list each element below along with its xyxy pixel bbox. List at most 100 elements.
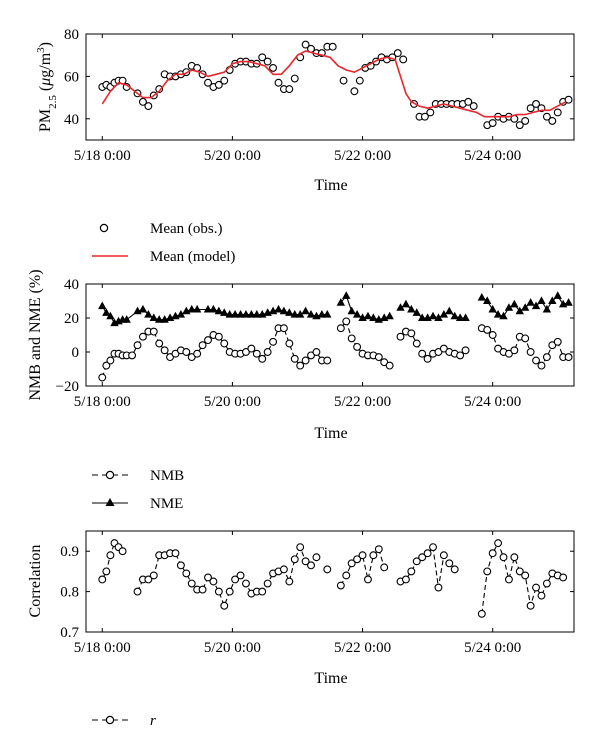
data-point-mean-obs: [526, 104, 535, 113]
data-point-nme: [306, 310, 316, 318]
data-point-nme: [187, 304, 196, 313]
data-point-nme: [301, 306, 310, 315]
data-point-nme: [285, 308, 294, 316]
data-point-nmb: [252, 349, 261, 358]
data-point-r: [149, 571, 158, 580]
data-point-mean-obs: [532, 100, 540, 108]
data-point-r: [401, 575, 410, 584]
data-point-r: [182, 569, 191, 578]
data-point-nmb: [537, 361, 546, 370]
data-point-nme: [401, 299, 411, 308]
data-point-r: [380, 563, 389, 572]
data-point-r: [204, 573, 212, 582]
data-point-nme: [203, 304, 213, 313]
data-point-r: [144, 575, 153, 584]
x-tick-label: 5/18 0:00: [74, 394, 131, 410]
data-point-r: [407, 567, 416, 576]
data-point-nme: [493, 310, 503, 318]
data-point-mean-obs: [285, 85, 294, 94]
x-tick-label: 5/20 0:00: [204, 148, 261, 164]
data-point-nme: [214, 306, 224, 315]
data-point-nmb: [542, 353, 551, 362]
data-point-mean-obs: [263, 57, 272, 66]
data-point-nme: [564, 298, 573, 306]
data-point-nme: [499, 311, 508, 320]
data-point-mean-obs: [138, 97, 147, 106]
data-point-nme: [515, 306, 524, 315]
data-point-nmb: [526, 348, 535, 356]
data-point-nme: [102, 308, 111, 316]
data-point-nme: [155, 315, 164, 323]
data-point-mean-obs: [144, 102, 153, 111]
data-point-nme: [548, 296, 557, 304]
data-point-nme: [477, 293, 487, 301]
data-point-r: [434, 583, 443, 592]
legend-label-nme: NME: [150, 496, 183, 512]
data-point-nmb: [418, 349, 427, 358]
panel-pm25: 40 60 80 5/18 0:00 5/20 0:00 5/22 0:00 5/24 0…: [35, 27, 575, 265]
data-point-nme: [455, 313, 465, 321]
data-point-r: [364, 575, 372, 584]
panel-nmb-nme: −20 0 20 40 5/18 0:00 5/20 0:00 5/22 0:00 5/24…: [27, 269, 575, 512]
data-point-r: [412, 557, 421, 566]
data-point-nmb: [439, 344, 448, 353]
y-ticks: 40 60 80: [64, 27, 574, 128]
data-point-nmb: [106, 356, 115, 365]
legend: Mean (obs.) Mean (model): [92, 221, 235, 265]
data-point-r: [450, 565, 459, 574]
data-point-nmb: [347, 334, 356, 343]
data-point-nme: [439, 310, 449, 318]
x-axis-label: Time: [314, 425, 347, 442]
data-point-nmb: [385, 361, 394, 370]
data-point-nmb: [247, 344, 256, 353]
data-point-r: [532, 583, 540, 592]
data-point-nmb: [269, 337, 278, 346]
legend-label-nmb: NMB: [150, 468, 184, 484]
data-point-r: [301, 557, 310, 566]
data-point-nme: [295, 310, 305, 318]
data-point-mean-obs: [220, 76, 229, 85]
data-point-r: [515, 567, 524, 576]
data-point-nme: [336, 298, 346, 306]
legend-label-r: r: [150, 713, 156, 729]
x-tick-label: 5/24 0:00: [464, 148, 521, 164]
data-point-nmb: [128, 351, 137, 360]
data-point-r: [176, 561, 185, 570]
data-point-nme: [236, 310, 245, 318]
data-point-mean-obs: [258, 53, 267, 62]
data-point-mean-obs: [469, 102, 478, 111]
data-point-nme: [428, 311, 438, 320]
data-point-r: [285, 577, 294, 586]
data-point-nmb: [504, 349, 513, 358]
data-point-nmb: [296, 361, 305, 370]
data-point-r: [263, 579, 272, 588]
data-point-mean-obs: [464, 97, 473, 106]
data-point-nme: [352, 310, 362, 318]
data-point-r: [347, 559, 356, 568]
data-point-nme: [385, 311, 394, 320]
y-ticks: −20 0 20 40: [56, 277, 574, 395]
legend-label-model: Mean (model): [150, 249, 235, 265]
data-point-r: [118, 547, 127, 556]
data-point-nme: [290, 310, 299, 318]
legend-marker-nme-triangle: [105, 498, 115, 506]
data-point-nme: [396, 303, 405, 311]
data-point-r: [537, 591, 546, 600]
data-point-nme: [407, 304, 416, 313]
data-point-mean-obs: [290, 74, 299, 83]
x-tick-label: 5/18 0:00: [74, 148, 131, 164]
data-point-nme: [209, 304, 218, 313]
data-point-nmb: [456, 351, 465, 360]
data-point-r: [258, 587, 267, 596]
data-point-nme: [434, 313, 443, 321]
data-point-r: [542, 579, 551, 588]
data-point-r: [353, 555, 362, 564]
data-point-r: [477, 609, 486, 618]
y-axis-label-correlation: Correlation: [27, 545, 44, 618]
data-point-nme: [542, 304, 552, 313]
data-point-nme: [106, 311, 115, 320]
data-point-nmb: [553, 337, 562, 346]
legend-marker-r-circle: [105, 715, 115, 725]
data-point-mean-obs: [542, 112, 551, 121]
data-point-nmb: [193, 349, 202, 358]
